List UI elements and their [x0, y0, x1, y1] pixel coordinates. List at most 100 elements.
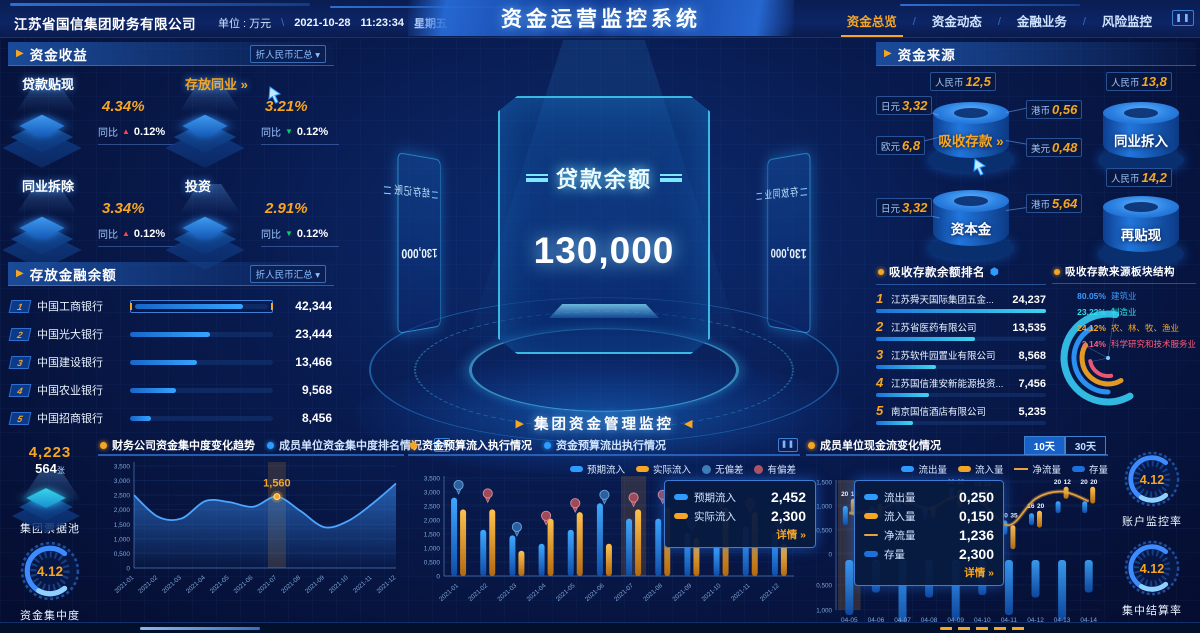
svg-text:2,000: 2,000: [424, 518, 441, 525]
bill-pool-stat: 4,223 564张 集团票据池 4.12 资金集中度: [4, 444, 96, 623]
ranking-company-name: 江苏软件园置业有限公司: [891, 351, 996, 362]
tab-资金总览[interactable]: 资金总览: [833, 8, 911, 37]
bar-icon: [864, 513, 878, 519]
svg-text:20: 20: [1037, 503, 1045, 510]
ranking-line: 1 江苏舜天国际集团五金... 24,237: [876, 291, 1046, 306]
segment-percent: 3.14%: [1081, 339, 1106, 349]
svg-text:20: 20: [1080, 479, 1088, 486]
pause-button[interactable]: ❚❚: [434, 438, 450, 452]
details-link[interactable]: 详情 »: [964, 567, 994, 579]
chart-tab-资金预算流出执行情况[interactable]: 资金预算流出执行情况: [544, 437, 666, 453]
svg-text:04-10: 04-10: [974, 617, 991, 624]
currency-label: 人民币 13,8: [1106, 72, 1172, 91]
ranking-value: 7,456: [1018, 378, 1046, 390]
ranking-value: 13,535: [1012, 322, 1046, 334]
income-filter-dropdown[interactable]: 折人民币汇总 ▾: [249, 44, 326, 63]
tab-风险监控[interactable]: 风险监控: [1101, 15, 1152, 29]
tooltip-row: 净流量 1,236: [864, 527, 994, 543]
ranking-value: 5,235: [1018, 406, 1046, 418]
title-wing-deco: [525, 174, 548, 182]
tooltip-row: 预期流入 2,452: [674, 489, 806, 505]
svg-text:0: 0: [828, 552, 832, 559]
details-link[interactable]: 详情 »: [776, 529, 806, 541]
panel-structure: 吸收存款来源板块结构 80.05% 建筑业 23.22% 制造业 24.12% 农、林、牧…: [1052, 262, 1196, 430]
income-item: 贷款贴现 4.34% 同比 ▲ 0.12%: [2, 72, 176, 168]
rank-badge: 1: [8, 299, 32, 313]
svg-text:1,000: 1,000: [816, 504, 832, 511]
income-item-name[interactable]: 存放同业 »: [185, 77, 248, 92]
svg-text:2021-08: 2021-08: [280, 574, 302, 595]
tab-金融业务[interactable]: 金融业务: [1016, 15, 1067, 29]
ranking-bar-track: [876, 365, 1046, 369]
legend-label: 流出量: [918, 465, 947, 476]
pause-button[interactable]: ❚❚: [1172, 10, 1194, 26]
left-pillar-value: 130,000: [401, 245, 438, 262]
svg-text:0: 0: [126, 566, 130, 573]
chart-tab-资金预算流入执行情况[interactable]: 资金预算流入执行情况: [410, 437, 532, 453]
balloon-marker-icon: [754, 464, 764, 474]
segment-percent: 80.05%: [1077, 291, 1106, 301]
bank-row: 3 中国建设银行 13,466: [8, 348, 332, 376]
chart-tab-财务公司资金集中度变化趋势[interactable]: 财务公司资金集中度变化趋势: [100, 437, 255, 453]
income-item-name: 贷款贴现: [22, 77, 75, 92]
yoy-label: 同比: [98, 128, 118, 139]
currency-label: 欧元 6,8: [876, 136, 926, 155]
tab-dot-icon: [100, 441, 107, 449]
structure-segment: 24.12% 农、林、牧、渔业: [1072, 322, 1196, 334]
bank-name: 中国工商银行: [37, 301, 103, 313]
right-gauges: 4.12 账户监控率 4.12 集中结算率: [1106, 446, 1198, 618]
currency-label: 人民币 12,5: [930, 72, 996, 91]
legend-label: 无偏差: [714, 465, 744, 476]
stage-base: [354, 356, 854, 476]
up-arrow-icon: ▲: [122, 229, 130, 238]
bank-value: 9,568: [301, 383, 332, 397]
loan-balance-label: 贷款余额: [555, 167, 652, 192]
date-label: 2021-10-28: [294, 17, 351, 29]
legend-item: 预期流入: [569, 462, 625, 476]
chart-tab-成员单位资金集中度排名情况[interactable]: 成员单位资金集中度排名情况: [267, 437, 422, 453]
deposit-filter-dropdown[interactable]: 折人民币汇总 ▾: [249, 264, 326, 283]
tab-资金动态[interactable]: 资金动态: [931, 15, 982, 29]
tooltip-value: 2,452: [770, 489, 806, 505]
pause-button[interactable]: ❚❚: [778, 438, 798, 452]
bar-icon: [674, 513, 688, 519]
fund-concentration-label: 资金集中度: [20, 610, 80, 622]
ranking-bar: [876, 309, 1046, 313]
bank-name: 中国建设银行: [37, 357, 103, 369]
ranking-line: 4 江苏国信淮安新能源投资... 7,456: [876, 375, 1046, 390]
income-item: 存放同业 » 3.21% 同比 ▼ 0.12%: [165, 72, 339, 168]
ranking-number: 1: [876, 291, 884, 306]
fund-concentration-gauge: 4.12: [19, 540, 81, 607]
bar-icon: [569, 466, 583, 472]
tooltip-row: 存量 2,300: [864, 546, 994, 562]
structure-legend: 80.05% 建筑业 23.22% 制造业 24.12% 农、林、牧、渔业 3.14% 科学研…: [1072, 290, 1196, 354]
up-arrow-icon: ▲: [122, 127, 130, 136]
button-30天[interactable]: 30天: [1064, 435, 1106, 455]
button-10天[interactable]: 10天: [1023, 435, 1065, 455]
svg-text:2021-11: 2021-11: [730, 582, 752, 603]
svg-text:20: 20: [1001, 512, 1009, 519]
day-range-buttons: 10天 30天: [1023, 435, 1106, 455]
bar-icon: [674, 494, 688, 500]
bank-row: 5 中国招商银行 8,456: [8, 404, 332, 432]
svg-text:1,500: 1,500: [114, 522, 131, 529]
donut-arc: [1071, 326, 1111, 395]
capital-label: 资本金: [950, 222, 992, 237]
bar-icon: [635, 466, 649, 472]
card-pedestal: [549, 304, 659, 318]
bar-icon: [864, 494, 878, 500]
ranking-bar: [876, 365, 936, 369]
gauge-chart: 4.12: [20, 541, 80, 601]
panel-deposit-title: 存放金融余额: [29, 267, 117, 283]
chart-title-label: 成员单位现金流变化情况: [820, 440, 941, 452]
bar-icon: [901, 466, 915, 472]
absorb-deposit-link[interactable]: 吸收存款 »: [938, 134, 1004, 149]
bank-bar-track: [130, 359, 273, 365]
currency-label: 港币 0,56: [1026, 100, 1083, 119]
bank-value: 42,344: [295, 299, 332, 313]
ranking-row: 4 江苏国信淮安新能源投资... 7,456: [876, 375, 1046, 397]
svg-text:2021-03: 2021-03: [161, 574, 183, 595]
svg-text:4.12: 4.12: [1140, 473, 1164, 487]
ranking-row: 5 南京国信酒店有限公司 5,235: [876, 403, 1046, 425]
tooltip-value: 1,236: [958, 527, 994, 543]
